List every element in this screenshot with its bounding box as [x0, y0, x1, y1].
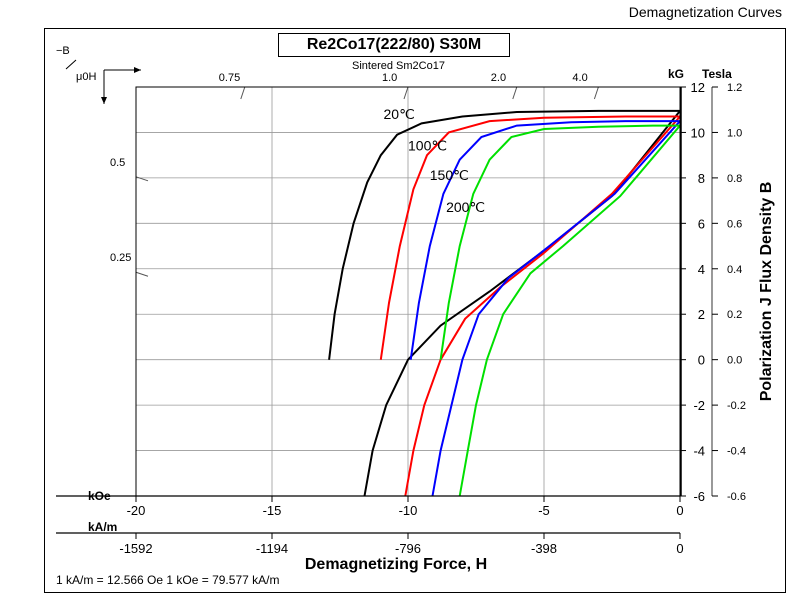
- x-tick-label-kam: -1592: [119, 541, 152, 556]
- y-tick-label-tesla: 0.6: [727, 218, 742, 230]
- y-tick-label-kg: 6: [698, 216, 705, 231]
- permeance-tick: [593, 86, 599, 100]
- x-tick-label-koe: 0: [676, 503, 683, 518]
- curve-j-100℃: [379, 115, 680, 360]
- x-unit-koe: kOe: [88, 489, 111, 503]
- permeance-left-label: 0.5: [110, 157, 125, 169]
- curves: [328, 109, 681, 497]
- y-tick-label-tesla: -0.6: [727, 491, 746, 503]
- axes: [56, 59, 718, 539]
- y-tick-label-tesla: 0.4: [727, 264, 742, 276]
- permeance-left-tick: [135, 271, 149, 277]
- x-unit-kam: kA/m: [88, 520, 117, 534]
- y-tick-label-kg: -6: [693, 489, 705, 504]
- y-tick-label-tesla: -0.4: [727, 446, 746, 458]
- x-tick-label-kam: -398: [531, 541, 557, 556]
- curve-label: 200℃: [446, 199, 485, 215]
- arrow-v-head: [101, 97, 107, 104]
- curve-j-20℃: [328, 109, 680, 360]
- y-tick-label-kg: 2: [698, 307, 705, 322]
- y-tick-label-kg: 10: [691, 125, 705, 140]
- x-tick-label-koe: -10: [399, 503, 418, 518]
- permeance-left-tick: [135, 176, 149, 182]
- x-axis-title: Demagnetizing Force, H: [305, 556, 487, 573]
- y-tick-label-tesla: 0.2: [727, 309, 742, 321]
- arrow-h-head: [134, 67, 141, 73]
- corner-divider: [65, 59, 77, 70]
- curve-label: 150℃: [430, 167, 469, 183]
- x-tick-label-koe: -15: [263, 503, 282, 518]
- x-tick-label-kam: 0: [676, 541, 683, 556]
- curve-label: 100℃: [408, 138, 447, 154]
- y-tick-label-kg: -2: [693, 398, 705, 413]
- footer-note: 1 kA/m = 12.566 Oe 1 kOe = 79.577 kA/m: [56, 573, 280, 587]
- curve-b-150℃: [431, 120, 681, 497]
- y-tick-label-tesla: 1.2: [727, 82, 742, 94]
- y-unit-kg: kG: [668, 67, 684, 81]
- permeance-left-label: 0.25: [110, 252, 131, 264]
- x-tick-label-koe: -20: [127, 503, 146, 518]
- y-tick-label-tesla: -0.2: [727, 400, 746, 412]
- curve-label: 20℃: [384, 106, 415, 122]
- curve-j-150℃: [409, 120, 680, 360]
- y-tick-label-tesla: 0.0: [727, 355, 742, 367]
- chart-frame: [44, 28, 786, 593]
- y-tick-label-tesla: 1.0: [727, 127, 742, 139]
- y-tick-label-tesla: 0.8: [727, 173, 742, 185]
- y-tick-label-kg: -4: [693, 444, 705, 459]
- permeance-tick-label: 0.75: [219, 72, 240, 84]
- curve-b-200℃: [458, 124, 681, 497]
- curve-b-20℃: [363, 110, 681, 497]
- chart-title: Re2Co17(222/80) S30M: [278, 33, 510, 57]
- y-tick-label-kg: 4: [698, 262, 705, 277]
- y-tick-label-kg: 8: [698, 171, 705, 186]
- permeance-tick: [403, 86, 409, 100]
- x-tick-label-koe: -5: [538, 503, 550, 518]
- permeance-tick-label: 2.0: [491, 72, 506, 84]
- y-unit-tesla: Tesla: [702, 67, 732, 81]
- corner-label-mu0h: μ0H: [76, 71, 96, 83]
- permeance-tick: [512, 86, 518, 100]
- x-tick-label-kam: -1194: [256, 541, 288, 556]
- permeance-tick-label: 4.0: [572, 72, 587, 84]
- y-tick-label-kg: 12: [691, 80, 705, 95]
- corner-label-b: −B: [56, 45, 70, 57]
- page-title: Demagnetization Curves: [628, 4, 782, 20]
- permeance-tick: [240, 86, 246, 100]
- axis-labels: -6-4-2024681012-0.6-0.4-0.20.00.20.40.60…: [56, 45, 775, 573]
- material-label: Sintered Sm2Co17: [352, 60, 445, 72]
- y-tick-label-kg: 0: [698, 353, 705, 368]
- permeance-tick-label: 1.0: [382, 72, 397, 84]
- x-tick-label-kam: -796: [395, 541, 421, 556]
- y-axis-title: Polarization J Flux Density B: [758, 182, 775, 402]
- curve-j-200℃: [439, 124, 680, 360]
- permeance-scale: 0.75 1.0 2.0 4.0 0.5 0.25: [110, 72, 599, 277]
